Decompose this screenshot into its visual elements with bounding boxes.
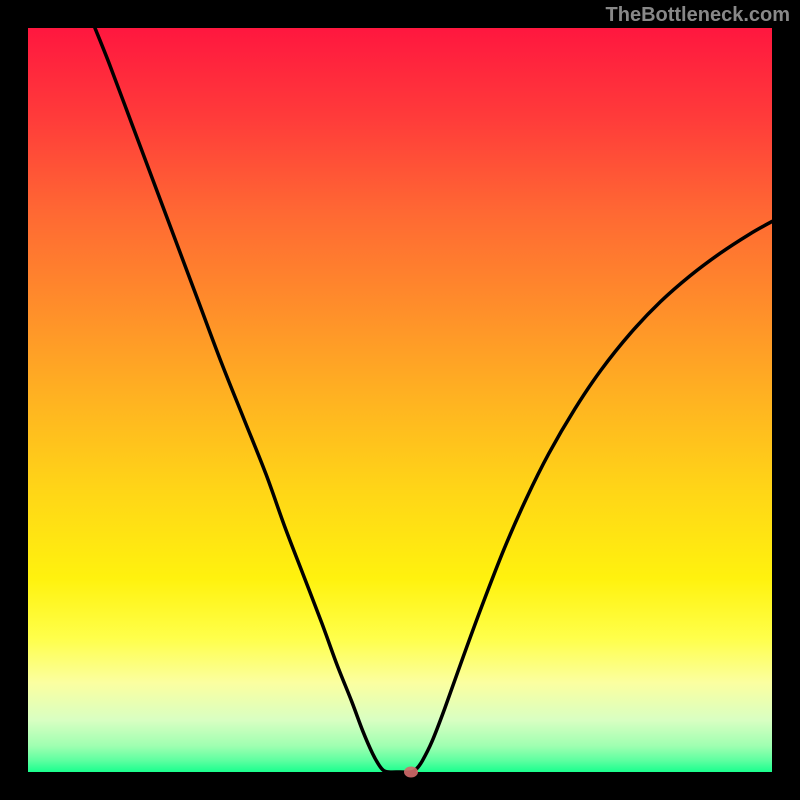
bottleneck-chart: TheBottleneck.com (0, 0, 800, 800)
bottleneck-curve (28, 28, 772, 772)
watermark-text: TheBottleneck.com (606, 4, 790, 27)
plot-area (28, 28, 772, 772)
optimal-point-marker (404, 767, 418, 778)
